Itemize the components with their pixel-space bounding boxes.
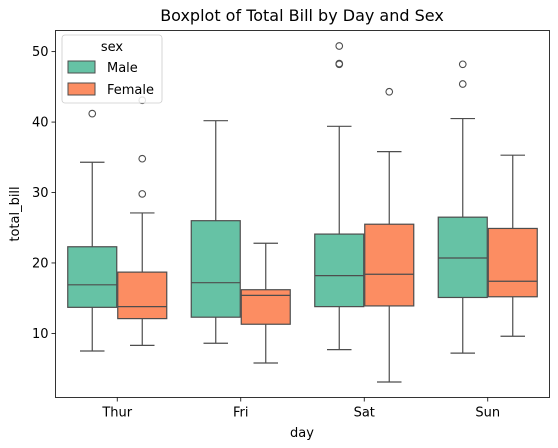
outlier-point-male-sun xyxy=(458,80,467,88)
outlier-point-female-sat xyxy=(385,87,394,96)
legend-swatch-female xyxy=(67,82,96,96)
y-tick-label: 40 xyxy=(32,116,49,131)
outlier-point-female-thur xyxy=(138,154,147,163)
plot-area: 10 20 30 40 50 Thur Fri Sat Sun xyxy=(32,42,538,421)
x-tick-label: Sat xyxy=(354,406,375,421)
x-tick-label: Thur xyxy=(101,406,132,421)
box-male-sat xyxy=(314,233,365,308)
box-female-sun xyxy=(487,227,538,298)
box-female-sat xyxy=(364,223,415,307)
y-tick-label: 50 xyxy=(32,45,49,60)
chart-title: Boxplot of Total Bill by Day and Sex xyxy=(160,6,444,25)
legend-swatch-male xyxy=(67,60,96,74)
outlier-point-female-thur xyxy=(138,190,147,198)
box-female-thur xyxy=(117,271,168,320)
box-male-sun xyxy=(437,216,488,299)
outlier-point-male-sun xyxy=(458,60,467,69)
y-axis-label: total_bill xyxy=(8,186,23,241)
x-tick-label: Fri xyxy=(233,406,249,421)
outlier-point-male-sat xyxy=(335,59,344,68)
legend-label-female: Female xyxy=(107,83,154,98)
axes-frame xyxy=(55,30,550,398)
legend-title: sex xyxy=(101,40,124,55)
x-axis-label: day xyxy=(290,426,314,441)
x-tick-label: Sun xyxy=(475,406,500,421)
box-male-fri xyxy=(190,220,241,318)
outlier-point-male-thur xyxy=(88,109,97,118)
y-tick-label: 20 xyxy=(32,256,49,271)
y-tick-label: 30 xyxy=(32,186,49,201)
legend-label-male: Male xyxy=(107,61,138,76)
outlier-point-male-sat xyxy=(335,42,344,50)
legend: sex Male Female xyxy=(61,34,163,104)
box-male-thur xyxy=(67,246,118,308)
y-tick-label: 10 xyxy=(32,327,49,342)
